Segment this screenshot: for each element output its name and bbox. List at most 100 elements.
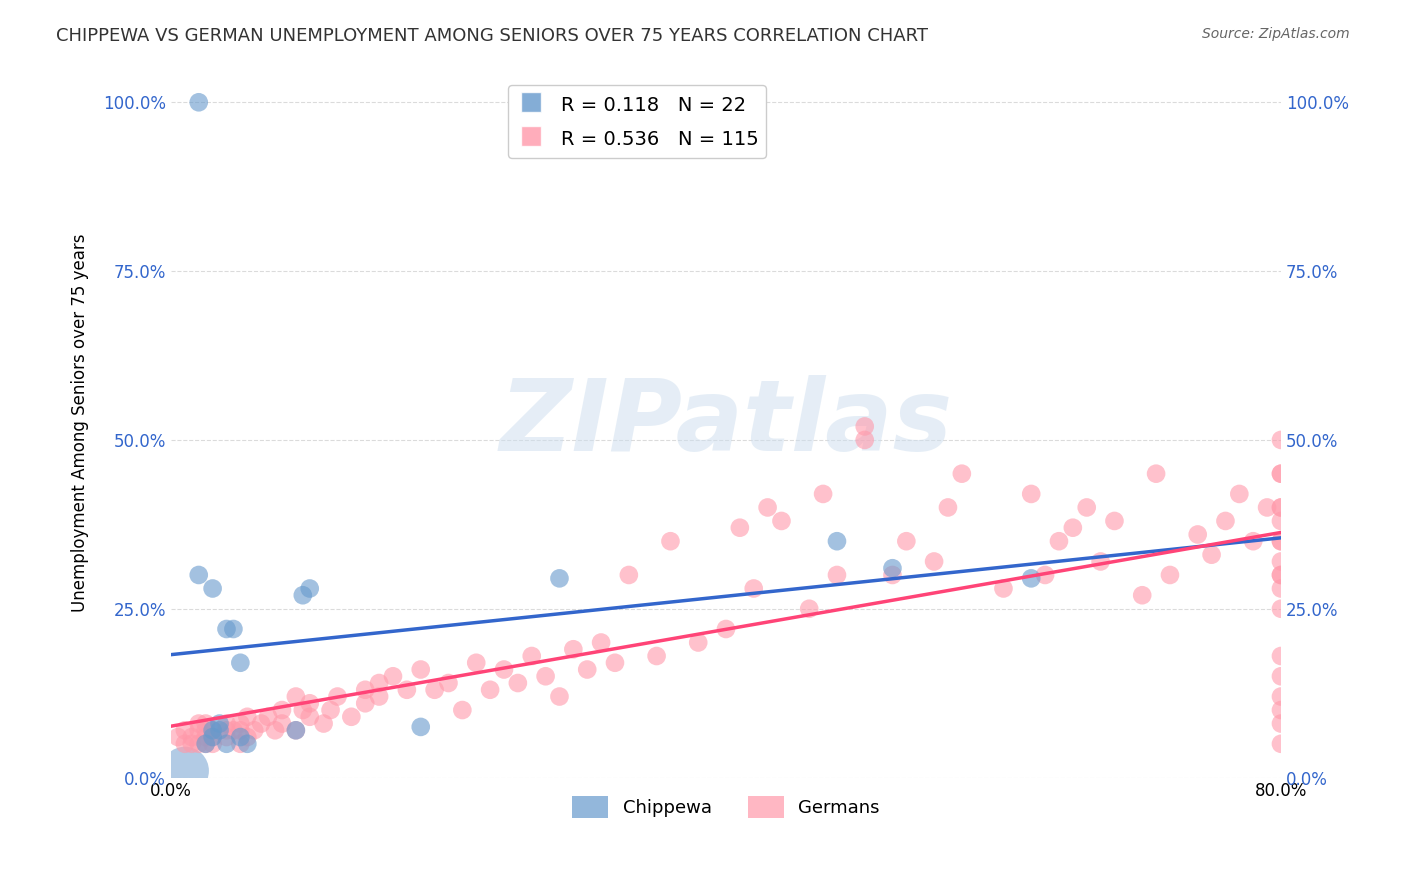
Point [742, 582, 765, 596]
Point [617, 568, 640, 582]
Point [271, 703, 294, 717]
Point [1227, 487, 1250, 501]
Point [291, 703, 314, 717]
Point [1187, 527, 1209, 541]
Point [382, 669, 405, 683]
Point [728, 521, 751, 535]
Point [194, 723, 217, 738]
Point [250, 716, 273, 731]
Point [603, 656, 626, 670]
Y-axis label: Unemployment Among Seniors over 75 years: Unemployment Among Seniors over 75 years [72, 234, 89, 612]
Point [576, 663, 599, 677]
Point [1270, 514, 1292, 528]
Point [222, 622, 245, 636]
Point [1270, 500, 1292, 515]
Point [437, 676, 460, 690]
Point [1270, 568, 1292, 582]
Point [492, 663, 515, 677]
Point [896, 534, 918, 549]
Point [312, 716, 335, 731]
Point [264, 723, 287, 738]
Point [229, 723, 252, 738]
Point [201, 723, 224, 738]
Point [180, 730, 202, 744]
Point [688, 635, 710, 649]
Point [187, 737, 209, 751]
Point [236, 737, 259, 751]
Point [271, 716, 294, 731]
Point [298, 696, 321, 710]
Point [215, 723, 238, 738]
Point [770, 514, 793, 528]
Point [825, 534, 848, 549]
Point [180, 737, 202, 751]
Point [1130, 588, 1153, 602]
Point [1270, 582, 1292, 596]
Point [319, 703, 342, 717]
Text: ZIPatlas: ZIPatlas [499, 375, 952, 472]
Point [1270, 568, 1292, 582]
Point [1033, 568, 1056, 582]
Point [229, 656, 252, 670]
Point [201, 730, 224, 744]
Point [451, 703, 474, 717]
Point [853, 419, 876, 434]
Point [409, 720, 432, 734]
Point [222, 723, 245, 738]
Point [1201, 548, 1223, 562]
Point [187, 723, 209, 738]
Point [243, 723, 266, 738]
Point [1270, 534, 1292, 549]
Point [395, 682, 418, 697]
Point [208, 716, 231, 731]
Point [1215, 514, 1237, 528]
Point [950, 467, 973, 481]
Point [236, 730, 259, 744]
Point [936, 500, 959, 515]
Point [201, 582, 224, 596]
Point [409, 663, 432, 677]
Point [1144, 467, 1167, 481]
Point [291, 588, 314, 602]
Point [1062, 521, 1084, 535]
Point [340, 710, 363, 724]
Text: Source: ZipAtlas.com: Source: ZipAtlas.com [1202, 27, 1350, 41]
Point [1270, 716, 1292, 731]
Point [354, 696, 377, 710]
Point [284, 723, 307, 738]
Point [659, 534, 682, 549]
Text: CHIPPEWA VS GERMAN UNEMPLOYMENT AMONG SENIORS OVER 75 YEARS CORRELATION CHART: CHIPPEWA VS GERMAN UNEMPLOYMENT AMONG SE… [56, 27, 928, 45]
Point [1019, 571, 1042, 585]
Point [201, 730, 224, 744]
Point [882, 561, 904, 575]
Point [194, 730, 217, 744]
Point [298, 710, 321, 724]
Point [215, 622, 238, 636]
Point [1076, 500, 1098, 515]
Point [215, 716, 238, 731]
Point [173, 764, 195, 778]
Point [236, 710, 259, 724]
Point [201, 737, 224, 751]
Point [548, 571, 571, 585]
Point [229, 716, 252, 731]
Point [1270, 737, 1292, 751]
Point [520, 648, 543, 663]
Point [229, 737, 252, 751]
Point [1270, 690, 1292, 704]
Point [173, 737, 195, 751]
Point [922, 554, 945, 568]
Point [208, 723, 231, 738]
Point [882, 568, 904, 582]
Point [284, 690, 307, 704]
Point [167, 730, 190, 744]
Point [479, 682, 502, 697]
Point [534, 669, 557, 683]
Point [506, 676, 529, 690]
Point [1159, 568, 1181, 582]
Point [354, 682, 377, 697]
Point [423, 682, 446, 697]
Point [591, 635, 613, 649]
Point [1270, 703, 1292, 717]
Point [1270, 500, 1292, 515]
